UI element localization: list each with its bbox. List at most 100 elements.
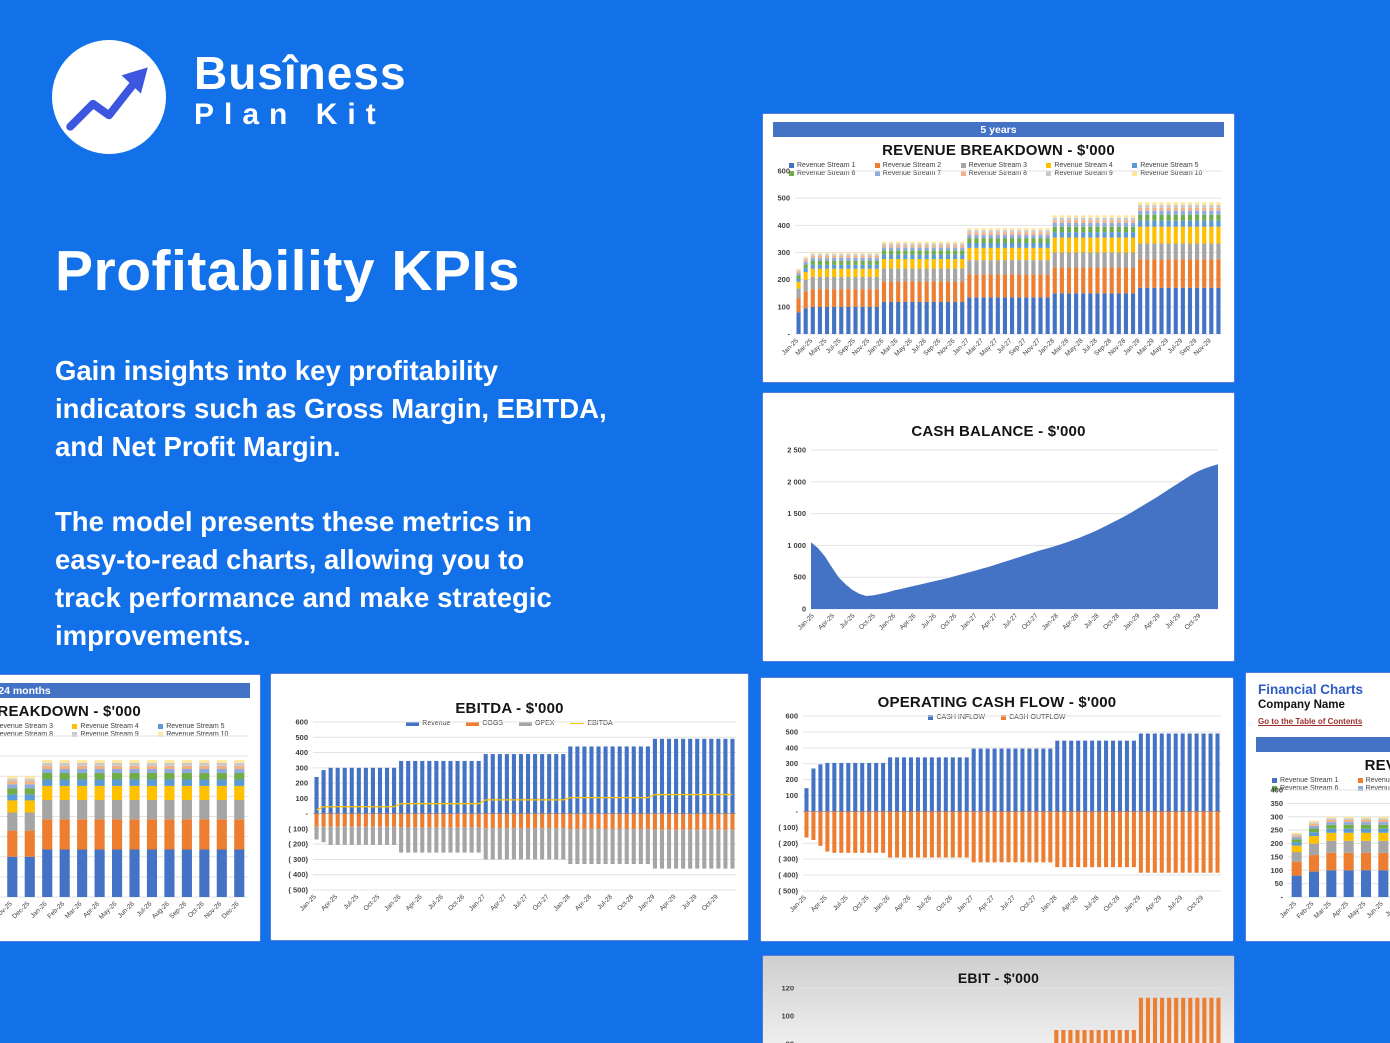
svg-text:Apr-25: Apr-25 (817, 612, 836, 631)
svg-text:Jul-28: Jul-28 (596, 893, 614, 911)
legend-item: Revenue Stream 3 (960, 162, 1047, 169)
legend-marker (874, 171, 880, 176)
svg-text:1 500: 1 500 (787, 509, 806, 518)
hero-paragraph-2: The model presents these metrics in easy… (55, 506, 552, 651)
svg-text:300: 300 (295, 763, 308, 772)
legend-item: Revenue Stream 10 (158, 731, 244, 738)
page-title: Profitability KPIs (55, 239, 521, 303)
legend-marker (1272, 778, 1277, 783)
svg-text:Oct-29: Oct-29 (1186, 894, 1205, 913)
svg-text:( 200): ( 200) (288, 840, 308, 849)
svg-text:Apr-29: Apr-29 (1144, 894, 1163, 913)
svg-text:Oct-25: Oct-25 (858, 612, 877, 631)
legend-item: Revenue Stream 2 (1357, 777, 1390, 784)
svg-text:Jan-26: Jan-26 (872, 894, 891, 913)
svg-text:Feb-26: Feb-26 (46, 900, 66, 920)
ebit-chart: 12010080604020-Jan-25Apr-25Jul-25Oct-25J… (763, 984, 1234, 1043)
svg-text:Oct-27: Oct-27 (1019, 894, 1038, 913)
legend-marker (466, 721, 480, 726)
legend-label: CASH OUTFLOW (1009, 714, 1066, 721)
legend-label: Revenue Stream 10 (166, 731, 229, 738)
legend-item: Revenue Stream 8 (0, 731, 72, 738)
svg-text:Nov-26: Nov-26 (203, 900, 223, 920)
svg-text:2 500: 2 500 (787, 446, 806, 455)
svg-text:Apr-28: Apr-28 (1061, 612, 1080, 631)
legend-label: Revenue Stream 6 (1280, 785, 1339, 792)
revenue-5y-chart: 600 500 400 300 200 100- Jan-25 Mar-25 May-25 Jul… (763, 165, 1234, 382)
legend-marker (1046, 163, 1052, 168)
svg-text:300: 300 (1270, 812, 1283, 821)
svg-text:150: 150 (1270, 852, 1283, 861)
svg-text:500: 500 (295, 733, 308, 742)
legend-item: Revenue Stream 7 (874, 170, 961, 177)
legend-label: Revenue Stream 6 (797, 170, 856, 177)
legend-label: EBITDA (587, 720, 613, 727)
svg-text:500: 500 (785, 727, 798, 736)
svg-text:Jan-29: Jan-29 (1123, 894, 1142, 913)
svg-text:Apr-28: Apr-28 (574, 893, 593, 912)
chart-legend: CASH INFLOW CASH OUTFLOW (761, 714, 1233, 721)
legend-item: Revenue Stream 5 (158, 723, 244, 730)
legend-label: Revenue Stream 2 (1365, 777, 1390, 784)
mini-revenue-chart: 400 350 300 250 200 150 100 50 - Jan-25 Feb-25 Mar-… (1246, 784, 1390, 941)
period-header-5-years: 5 years (773, 122, 1224, 137)
svg-text:Mar-25: Mar-25 (1313, 900, 1333, 920)
ebitda-chart-svg: 600 500 400 300 200 100 - ( 100) ( 200) ( 300) ( 4… (288, 718, 736, 913)
svg-text:0: 0 (802, 605, 806, 614)
chart-legend: Revenue COGS OPEX EBITDA (271, 720, 748, 727)
hero-paragraph-1: Gain insights into key profitability ind… (55, 355, 607, 462)
legend-label: Revenue Stream 3 (0, 723, 53, 730)
svg-text:Apr-28: Apr-28 (1061, 894, 1080, 913)
svg-text:Jan-29: Jan-29 (637, 893, 656, 912)
svg-text:Aug-26: Aug-26 (151, 900, 171, 920)
svg-text:Dec-25: Dec-25 (11, 900, 31, 920)
svg-text:Apr-26: Apr-26 (405, 893, 424, 912)
ebitda-chart: 600 500 400 300 200 100 - ( 100) ( 200) ( 300) ( 4… (271, 717, 748, 940)
svg-text:Jul-29: Jul-29 (681, 893, 699, 911)
legend-marker (960, 171, 966, 176)
svg-text:( 500): ( 500) (288, 886, 308, 895)
svg-text:Jan-26: Jan-26 (878, 612, 897, 631)
svg-text:( 300): ( 300) (288, 855, 308, 864)
svg-text:100: 100 (777, 302, 790, 311)
legend-label: Revenue Stream 4 (80, 723, 139, 730)
svg-text:100: 100 (1270, 866, 1283, 875)
chart-title-ocf: OPERATING CASH FLOW - $'000 (877, 694, 1117, 711)
legend-label: Revenue Stream 1 (1280, 777, 1339, 784)
svg-text:120: 120 (781, 986, 794, 993)
svg-text:Jul-27: Jul-27 (1002, 612, 1020, 630)
svg-text:Jan-26: Jan-26 (29, 900, 48, 919)
legend-item: CASH INFLOW (928, 714, 985, 721)
revenue-24m-chart: 40035030025020015010050-Jan-25Feb-25Mar-… (0, 730, 260, 941)
legend-item: Revenue Stream 8 (960, 170, 1047, 177)
legend-item: Revenue Stream 4 (72, 723, 158, 730)
svg-text:Jan-25: Jan-25 (299, 893, 318, 912)
svg-text:Jul-26: Jul-26 (916, 894, 934, 912)
legend-label: Revenue Stream 9 (80, 731, 139, 738)
svg-text:Mar-26: Mar-26 (64, 900, 84, 920)
legend-item: Revenue Stream 5 (1132, 162, 1218, 169)
svg-text:100: 100 (785, 791, 798, 800)
rev5y-chart-svg: 600500400300200100-Jan-25Mar-25May-25Jul… (777, 167, 1222, 358)
legend-marker (1357, 778, 1363, 783)
svg-text:200: 200 (785, 775, 798, 784)
svg-text:1 000: 1 000 (787, 541, 806, 550)
svg-text:Apr-29: Apr-29 (659, 893, 678, 912)
svg-text:Jul-25: Jul-25 (832, 894, 850, 912)
mini-chart-svg: 400 350 300 250 200 150 100 50 -Jan-25Feb-25Mar-… (1270, 786, 1390, 921)
svg-text:600: 600 (785, 712, 798, 721)
company-name: Company Name (1258, 699, 1345, 711)
svg-text:200: 200 (777, 275, 790, 284)
svg-text:Jul-26: Jul-26 (920, 612, 938, 630)
svg-text:500: 500 (793, 573, 806, 582)
legend-marker (406, 721, 420, 726)
svg-text:May-25: May-25 (1347, 900, 1368, 921)
svg-text:200: 200 (1270, 839, 1283, 848)
legend-label: Revenue Stream 5 (1140, 162, 1199, 169)
legend-item: Revenue Stream 10 (1132, 170, 1218, 177)
svg-text:250: 250 (1270, 826, 1283, 835)
table-of-contents-link[interactable]: Go to the Table of Contents (1258, 717, 1363, 726)
svg-text:Jul-25: Jul-25 (839, 612, 857, 630)
svg-text:Apr-26: Apr-26 (893, 894, 912, 913)
